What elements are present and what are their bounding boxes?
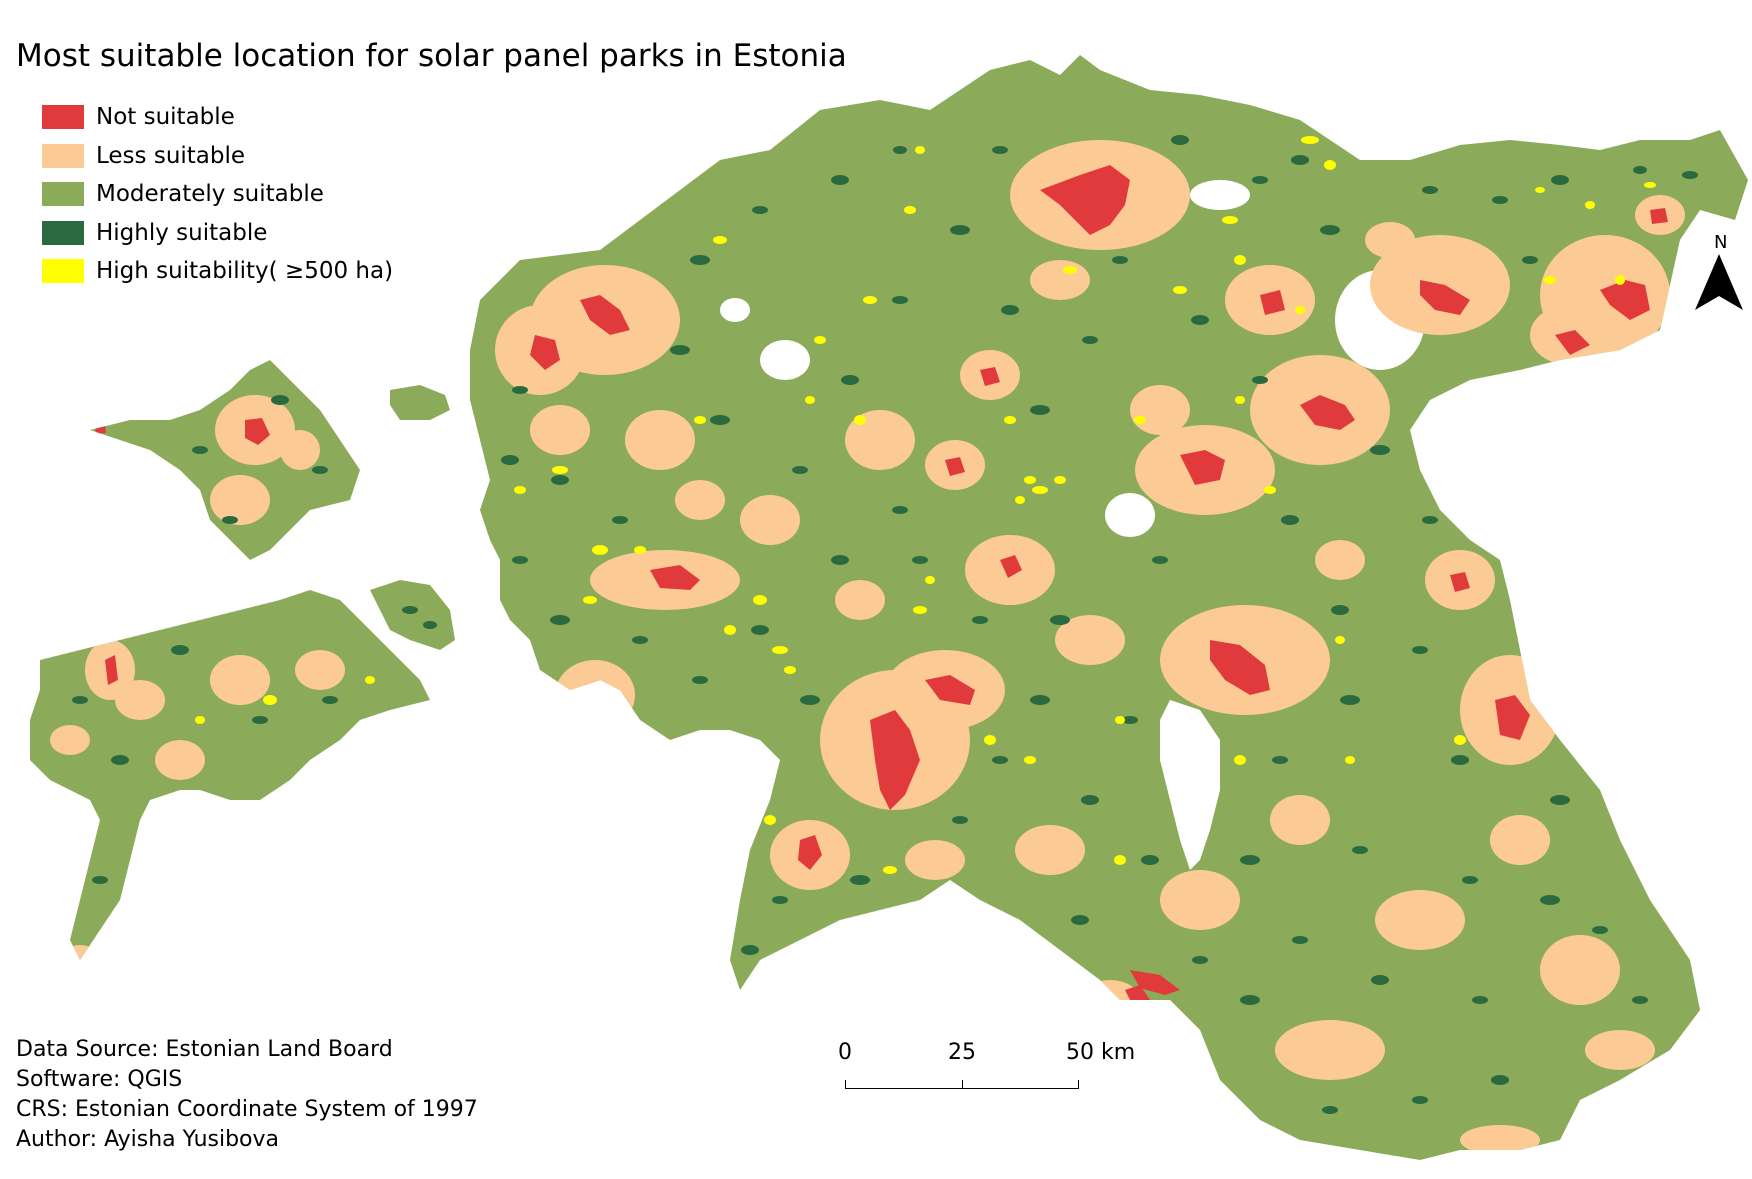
not-suitable-zones xyxy=(95,165,1668,1152)
north-label: N xyxy=(1714,232,1728,253)
legend-swatch xyxy=(42,105,84,130)
legend-item-high-suitability-500ha: High suitability( ≥500 ha) xyxy=(42,252,393,291)
legend-swatch xyxy=(42,182,84,207)
map-title: Most suitable location for solar panel p… xyxy=(16,38,847,74)
legend-swatch xyxy=(42,259,84,284)
north-arrow: N xyxy=(1690,232,1750,322)
scale-label-50: 50 km xyxy=(1066,1040,1136,1065)
scale-tick xyxy=(845,1080,846,1089)
scale-tick xyxy=(962,1080,963,1089)
credit-software: Software: QGIS xyxy=(16,1067,183,1092)
legend-item-highly-suitable: Highly suitable xyxy=(42,214,393,253)
map-credits: Data Source: Estonian Land Board Softwar… xyxy=(16,1035,478,1155)
legend-item-not-suitable: Not suitable xyxy=(42,98,393,137)
legend-item-moderately-suitable: Moderately suitable xyxy=(42,175,393,214)
north-arrow-icon xyxy=(1695,254,1743,310)
legend: Not suitable Less suitable Moderately su… xyxy=(42,98,393,291)
legend-label: Highly suitable xyxy=(96,219,268,246)
legend-label: Not suitable xyxy=(96,104,235,131)
scale-label-0: 0 xyxy=(838,1040,852,1065)
legend-swatch xyxy=(42,143,84,168)
scale-label-25: 25 xyxy=(948,1040,976,1065)
credit-author: Author: Ayisha Yusibova xyxy=(16,1127,280,1152)
legend-item-less-suitable: Less suitable xyxy=(42,137,393,176)
legend-label: Less suitable xyxy=(96,142,246,169)
legend-label: High suitability( ≥500 ha) xyxy=(96,258,394,285)
scale-tick xyxy=(1078,1080,1079,1089)
credit-crs: CRS: Estonian Coordinate System of 1997 xyxy=(16,1097,478,1122)
legend-swatch xyxy=(42,220,84,245)
legend-label: Moderately suitable xyxy=(96,181,324,208)
credit-data-source: Data Source: Estonian Land Board xyxy=(16,1037,393,1062)
scale-bar: 0 25 50 km xyxy=(820,1040,1135,1090)
